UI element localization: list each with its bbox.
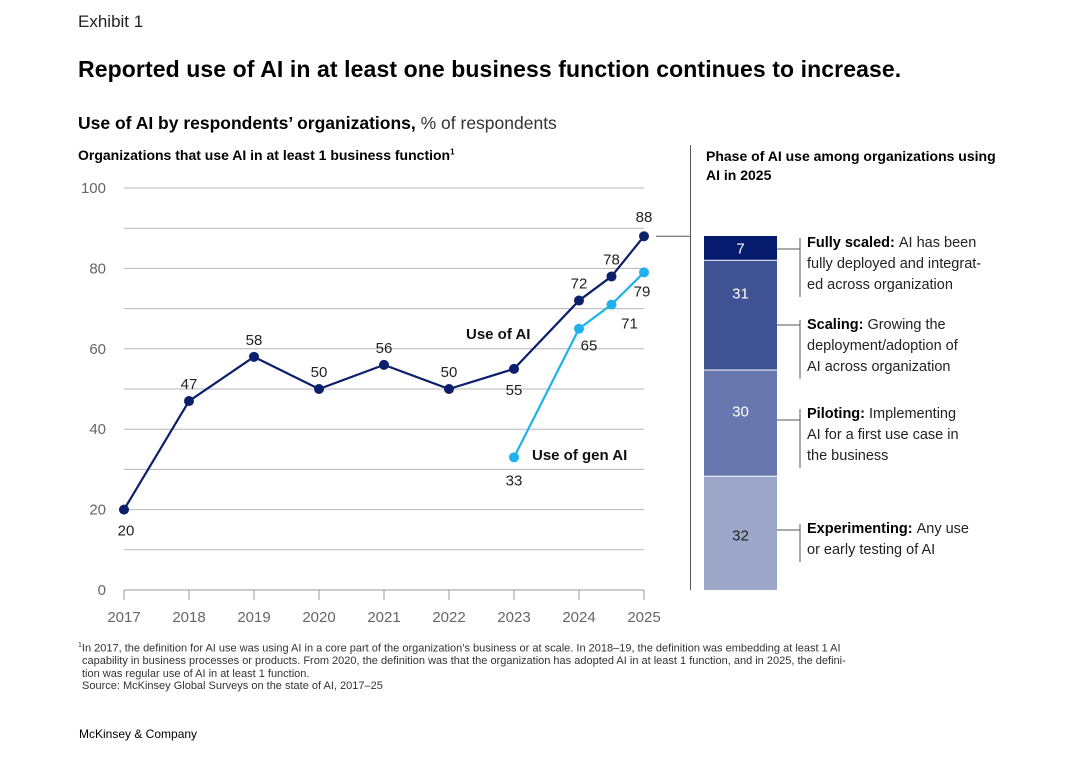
footnote-line-3: tion was regular use of AI in at least 1… — [82, 667, 310, 680]
data-label: 88 — [636, 209, 653, 226]
series-label-use-of-gen-ai: Use of gen AI — [532, 447, 627, 464]
bar-value-experimenting: 32 — [732, 527, 749, 544]
data-label: 33 — [506, 472, 523, 489]
data-point — [606, 299, 617, 310]
data-point — [119, 504, 129, 515]
data-label: 56 — [376, 340, 393, 357]
bar-value-fully-scaled: 7 — [736, 240, 744, 257]
legend-description-line: AI for a first use case in — [807, 427, 959, 443]
y-tick-label-100: 100 — [81, 180, 106, 197]
chart-title: Reported use of AI in at least one busin… — [78, 56, 902, 82]
legend-phase-name: Experimenting: — [807, 521, 917, 537]
y-tick-label-0: 0 — [98, 582, 106, 599]
legend-description-line: Any use — [916, 521, 969, 537]
data-label: 55 — [506, 382, 523, 399]
exhibit-label: Exhibit 1 — [78, 12, 144, 31]
legend-description-line: the business — [807, 448, 889, 464]
legend-item-experimenting: Experimenting: Any use or early testing o… — [807, 519, 969, 561]
footnote-line-1: 1In 2017, the definition for AI use was … — [78, 642, 841, 655]
data-point — [574, 295, 584, 306]
data-point — [509, 363, 519, 374]
bar-segment-experimenting — [704, 476, 777, 590]
bar-segment-fully-scaled — [704, 236, 777, 260]
legend-item-scaling: Scaling: Growing the deployment/adoption … — [807, 315, 958, 378]
legend-description-line: AI has been — [898, 235, 977, 251]
data-point — [184, 396, 194, 407]
data-point — [639, 231, 649, 242]
data-label: 20 — [118, 523, 135, 540]
data-point — [574, 323, 584, 334]
bar-segment-scaling — [704, 260, 777, 370]
data-label: 79 — [634, 283, 651, 300]
legend-phase-name: Piloting: — [807, 406, 870, 422]
footnote-marker: 1 — [450, 147, 455, 157]
data-label: 50 — [441, 364, 458, 381]
x-tick-label-2022: 2022 — [432, 609, 465, 626]
x-tick-label-2018: 2018 — [172, 609, 205, 626]
series-label-use-of-ai: Use of AI — [466, 326, 530, 343]
legend-description-line: Implementing — [869, 406, 957, 422]
x-tick-label-2019: 2019 — [237, 609, 270, 626]
data-point — [444, 384, 454, 394]
x-tick-label-2025: 2025 — [627, 609, 660, 626]
left-heading-text: Organizations that use AI in at least 1 … — [78, 147, 451, 163]
legend-item-piloting: Piloting: Implementing AI for a first use… — [807, 404, 959, 467]
legend-description-line: Growing the — [867, 317, 946, 333]
bar-value-piloting: 30 — [732, 404, 749, 421]
data-label: 47 — [181, 376, 198, 393]
series-line-use-of-gen-ai — [513, 271, 645, 458]
legend-description-line: AI across organization — [807, 359, 951, 375]
y-tick-label-80: 80 — [89, 260, 106, 277]
legend-item-fully-scaled: Fully scaled: AI has been fully deployed … — [807, 233, 981, 296]
x-tick-label-2020: 2020 — [302, 609, 335, 626]
data-label: 78 — [603, 251, 620, 268]
x-tick-label-2023: 2023 — [497, 609, 530, 626]
legend-description-line: deployment/adoption of — [807, 338, 958, 354]
right-panel-heading: Phase of AI use among organizations usin… — [706, 148, 996, 183]
data-label: 71 — [621, 316, 638, 333]
left-panel-heading: Organizations that use AI in at least 1 … — [78, 147, 455, 163]
data-point — [639, 267, 649, 278]
data-label: 58 — [246, 332, 263, 349]
y-tick-label-60: 60 — [89, 341, 106, 358]
data-point — [379, 359, 389, 370]
brand-logo-text: McKinsey & Company — [79, 727, 198, 741]
subtitle-unit: % of respondents — [415, 113, 557, 133]
legend-phase-name: Fully scaled: — [807, 235, 899, 251]
series-line-use-of-ai — [123, 235, 645, 511]
legend-description-line: or early testing of AI — [807, 542, 936, 558]
data-point — [606, 271, 617, 282]
chart-subtitle: Use of AI by respondents’ organizations,… — [78, 113, 557, 134]
data-label: 50 — [311, 364, 328, 381]
data-point — [314, 384, 324, 394]
footnote-marker-bottom: 1 — [78, 642, 82, 649]
data-point — [249, 351, 259, 362]
y-tick-label-40: 40 — [89, 421, 106, 438]
legend-description-line: ed across organization — [807, 277, 953, 293]
bar-value-scaling: 31 — [732, 286, 749, 303]
footnote: 1In 2017, the definition for AI use was … — [78, 640, 998, 693]
data-point — [509, 452, 519, 463]
x-tick-label-2021: 2021 — [367, 609, 400, 626]
legend-description-line: fully deployed and integrat- — [807, 256, 982, 272]
x-tick-label-2024: 2024 — [562, 609, 595, 626]
y-tick-label-20: 20 — [89, 502, 106, 519]
subtitle-bold: Use of AI by respondents’ organizations, — [78, 113, 416, 133]
footnote-line-2: capability in business processes or prod… — [82, 655, 846, 668]
data-label: 72 — [571, 276, 588, 293]
x-tick-label-2017: 2017 — [107, 609, 140, 626]
data-label: 65 — [581, 338, 598, 355]
footnote-source: Source: McKinsey Global Surveys on the s… — [82, 680, 383, 693]
bar-segment-piloting — [704, 370, 777, 476]
legend-phase-name: Scaling: — [807, 317, 868, 333]
panel-divider — [690, 145, 691, 590]
